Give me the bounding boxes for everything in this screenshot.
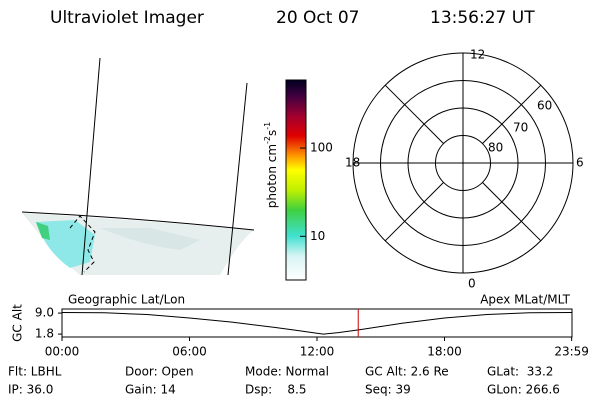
time: 13:56:27 UT	[430, 8, 535, 28]
uv-image	[21, 57, 255, 276]
ring-label: 70	[513, 121, 528, 135]
info-field: Door: Open	[125, 365, 194, 379]
title: Ultraviolet Imager	[50, 8, 204, 28]
colorbar-tick-label: 10	[310, 229, 325, 243]
hour-label: 0	[468, 277, 476, 291]
ring-label: 80	[488, 141, 503, 155]
x-tick-label: 00:00	[45, 345, 80, 359]
info-field: Mode: Normal	[245, 365, 329, 379]
x-tick-label: 23:59	[554, 345, 589, 359]
y-tick-label: 1.8	[35, 327, 54, 341]
info-field: GLat: 33.2	[487, 365, 553, 379]
right-label: Apex MLat/MLT	[480, 293, 570, 307]
x-tick-label: 18:00	[427, 345, 462, 359]
info-field: IP: 36.0	[8, 383, 53, 397]
colorbar-label: photon cm-2s-1	[263, 122, 279, 209]
info-field: Seq: 39	[365, 383, 411, 397]
x-tick-label: 12:00	[300, 345, 335, 359]
altitude-line	[61, 312, 573, 335]
hour-label: 6	[576, 156, 584, 170]
hour-label: 18	[345, 156, 360, 170]
info-field: GLon: 266.6	[487, 383, 560, 397]
info-field: Flt: LBHL	[8, 365, 62, 379]
ring-label: 60	[537, 99, 552, 113]
info-field: Gain: 14	[125, 383, 176, 397]
x-tick-label: 06:00	[172, 345, 207, 359]
colorbar	[285, 79, 307, 281]
left-label: Geographic Lat/Lon	[68, 293, 185, 307]
info-field: Dsp: 8.5	[245, 383, 307, 397]
date: 20 Oct 07	[276, 8, 359, 28]
hour-label: 12	[470, 48, 485, 62]
y-axis-label: GC Alt	[11, 304, 25, 342]
y-tick-label: 9.0	[35, 306, 54, 320]
info-field: GC Alt: 2.6 Re	[365, 365, 449, 379]
polar-grid	[352, 52, 574, 274]
colorbar-tick-label: 100	[310, 141, 333, 155]
